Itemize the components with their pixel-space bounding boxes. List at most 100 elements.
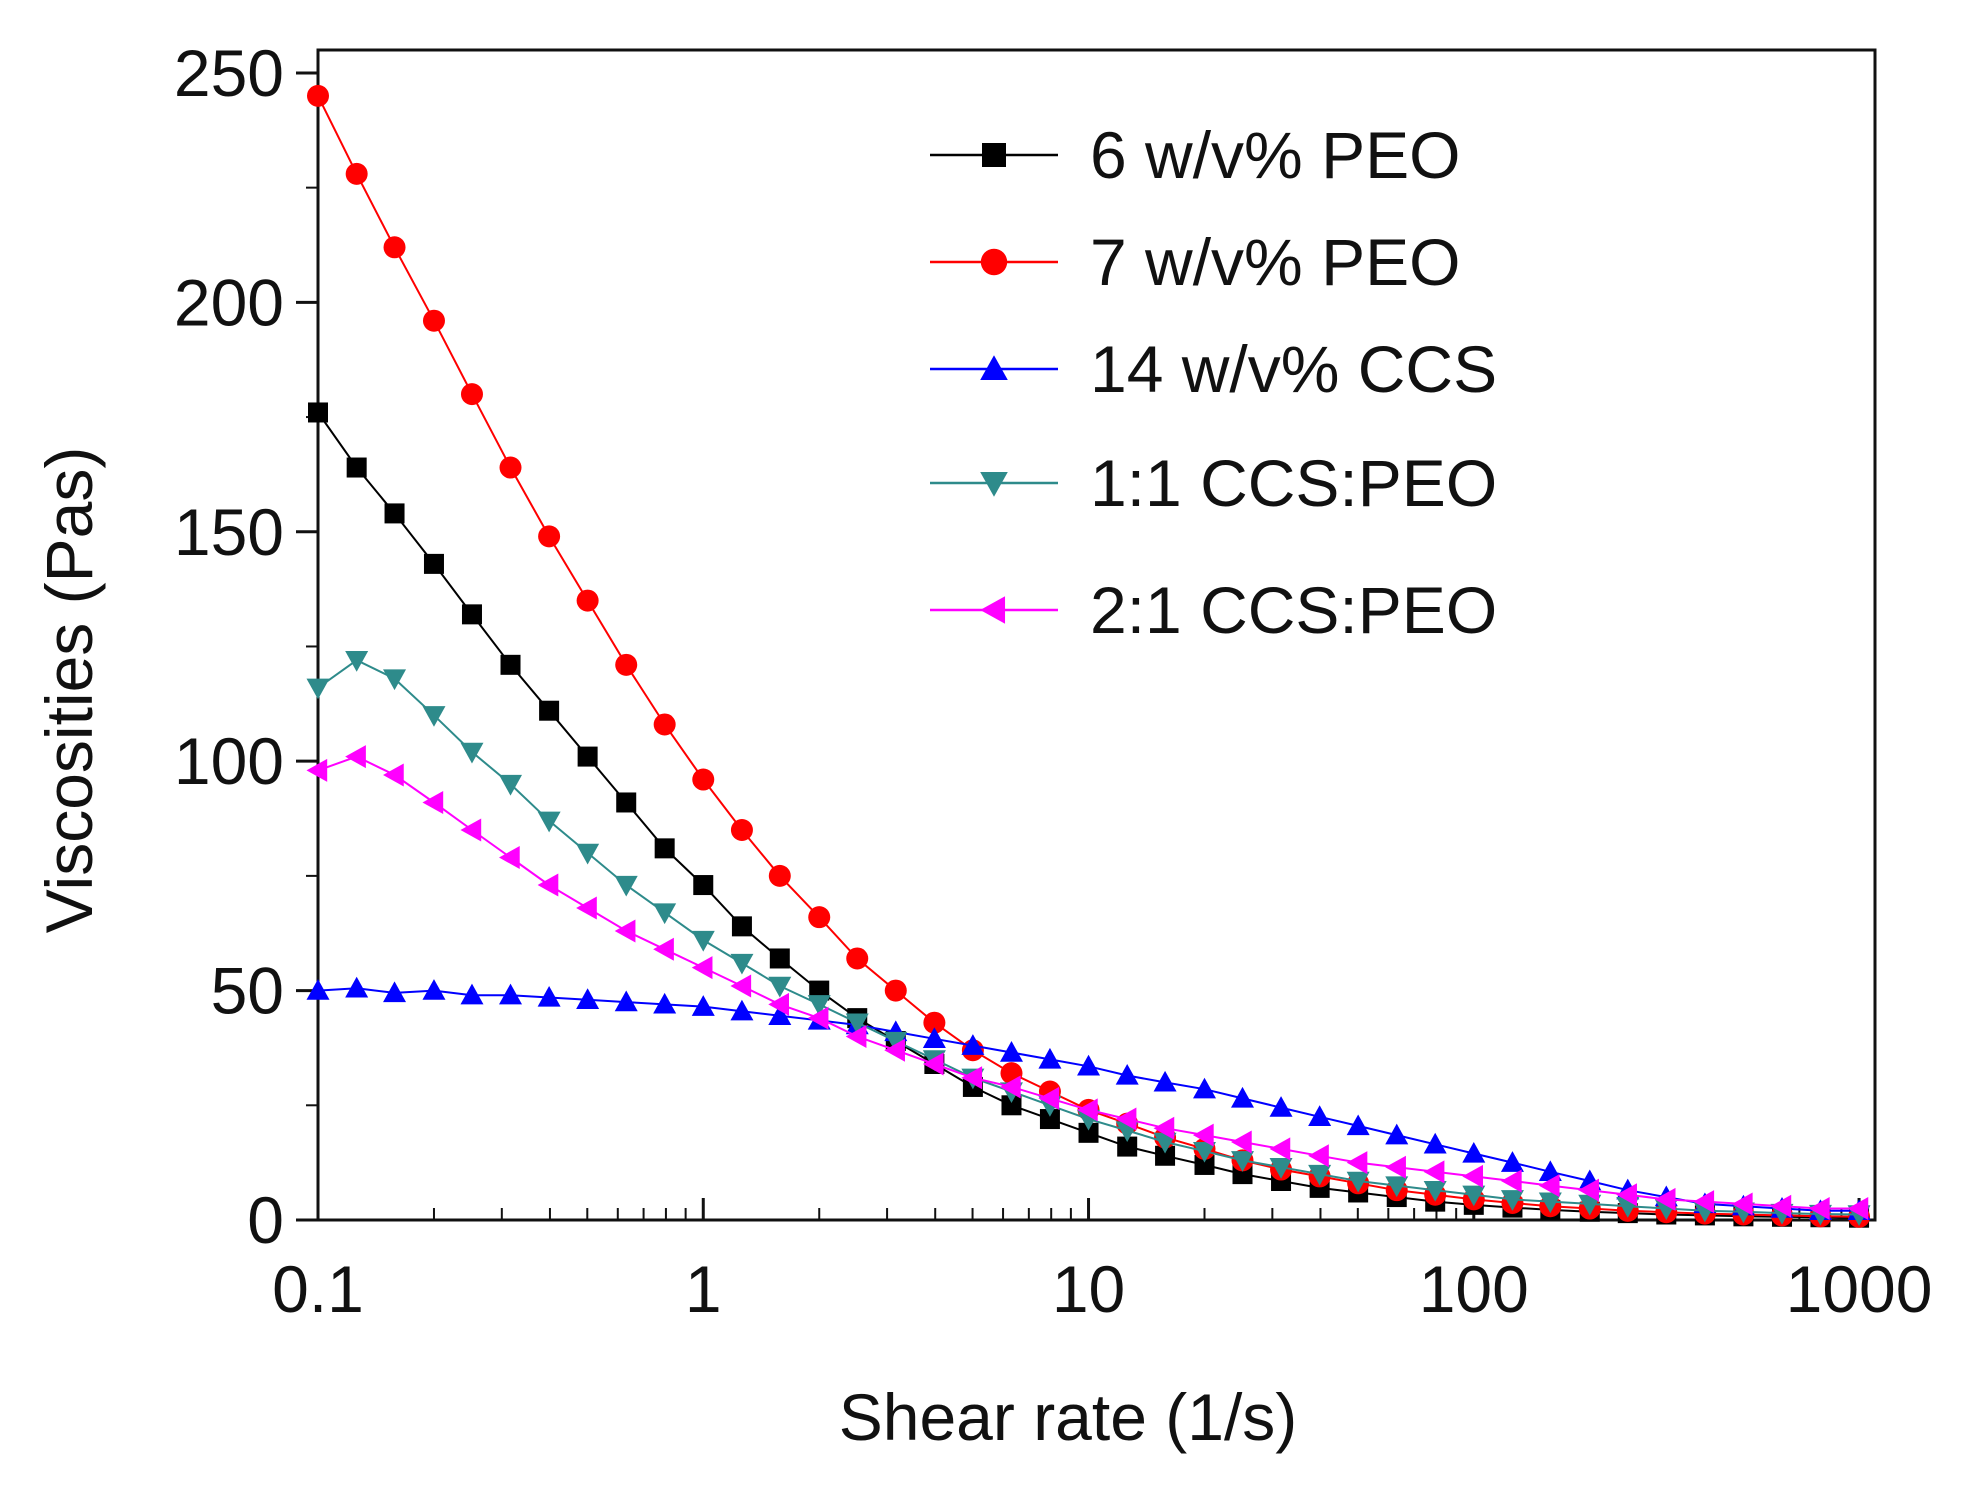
data-point [884,1031,908,1053]
data-point [576,896,597,920]
data-point [576,589,599,612]
data-point [306,678,330,700]
data-point [1654,1187,1676,1211]
data-point [1077,1054,1101,1076]
data-point [768,992,789,1016]
data-point [614,875,638,897]
x-tick-label: 10 [1052,1252,1125,1326]
legend-label: 1:1 CCS:PEO [1090,446,1497,520]
data-point [615,653,638,676]
data-point [730,974,752,998]
data-point [1308,1144,1329,1168]
data-point [1308,1105,1332,1126]
data-point [961,1066,983,1090]
x-tick-label: 1 [685,1252,722,1326]
legend-marker [980,355,1008,381]
data-point [768,864,791,887]
data-point [1808,1197,1830,1221]
data-point [1193,1141,1217,1163]
data-point [1115,1063,1139,1085]
legend-label: 14 w/v% CCS [1090,332,1497,406]
data-point [499,846,520,870]
legend-marker [980,471,1008,497]
data-point [1193,1123,1214,1147]
data-point [1462,1141,1486,1163]
data-point [1770,1194,1792,1218]
data-point [691,956,713,980]
data-point [1847,1197,1869,1221]
data-point [1155,1145,1176,1166]
data-point [731,916,752,937]
data-point [653,903,677,925]
data-point [1269,1158,1293,1179]
data-point [1193,1077,1217,1099]
data-point [1153,1116,1175,1140]
data-point [1462,1164,1483,1188]
data-point [345,162,368,185]
data-point [999,1075,1021,1099]
y-tick-label: 250 [174,36,284,110]
data-point [1194,1154,1215,1175]
data-point [1231,1086,1255,1108]
data-point [1038,1086,1060,1110]
y-tick-label: 50 [211,954,284,1028]
minor-ticks [306,186,1843,1220]
data-point [1039,1109,1060,1130]
series-layer [306,84,1871,1228]
data-point [693,875,714,896]
data-point [614,990,638,1012]
data-point [845,1013,869,1035]
data-point [1693,1190,1715,1214]
data-point [423,553,444,574]
data-point [807,995,831,1016]
data-point [1077,1098,1098,1122]
legend-item: 7 w/v% PEO [930,225,1460,299]
data-point [383,981,407,1003]
data-point [1500,1190,1524,1211]
data-point [653,992,677,1014]
data-point [307,84,329,107]
legend-label: 6 w/v% PEO [1090,118,1460,192]
data-point [1001,1095,1022,1116]
data-point [500,654,521,675]
data-point [653,713,676,736]
data-point [1616,1183,1637,1207]
legend-label: 2:1 CCS:PEO [1090,573,1497,647]
data-point [460,818,482,842]
data-point [576,843,600,865]
x-tick-label: 0.1 [272,1252,364,1326]
data-point [499,983,523,1005]
legend-item: 1:1 CCS:PEO [930,446,1497,520]
data-point [1346,1151,1368,1175]
data-point [577,746,598,767]
data-point [884,979,907,1002]
data-point [1038,1047,1062,1069]
data-point [1153,1070,1177,1092]
legend-item: 2:1 CCS:PEO [930,573,1497,647]
data-point [845,1024,867,1048]
data-point [1538,1192,1562,1214]
series-line [317,95,1860,1218]
data-point [692,768,715,791]
data-point [846,947,869,970]
data-point [1385,1176,1409,1198]
data-point [345,651,369,672]
data-point [422,309,445,332]
data-point [1346,1114,1370,1136]
data-point [1078,1122,1099,1143]
data-point [808,906,831,929]
legend: 6 w/v% PEO 7 w/v% PEO 14 w/v% CCS 1:1 CCS:P… [930,118,1497,647]
data-point [1115,1107,1137,1131]
data-point [383,236,406,259]
data-point [1578,1194,1602,1216]
data-point [1385,1155,1406,1179]
series-2 [306,976,1871,1221]
data-point [460,983,484,1005]
data-point [422,979,446,1000]
data-point [346,457,367,478]
data-point [691,930,715,952]
data-point [345,745,366,769]
data-point [768,1004,792,1026]
legend-item: 6 w/v% PEO [930,118,1460,192]
